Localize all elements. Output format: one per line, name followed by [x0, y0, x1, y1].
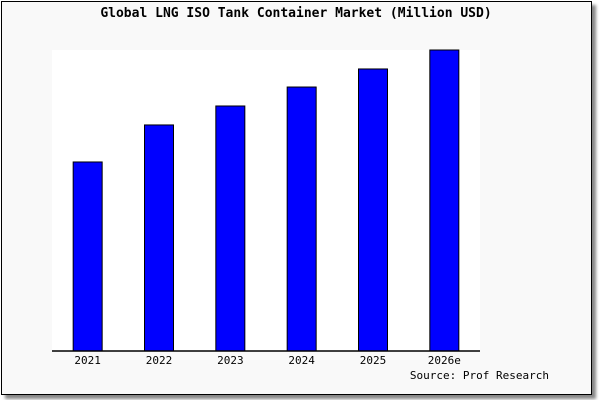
x-tick-label: 2025 [360, 354, 387, 367]
bar-2025 [358, 68, 388, 352]
x-tick-label: 2023 [217, 354, 244, 367]
x-tick-label: 2026e [428, 354, 461, 367]
x-tick-label: 2024 [288, 354, 315, 367]
x-tick-label: 2021 [74, 354, 101, 367]
bar-2026e [429, 49, 460, 352]
bar-2023 [215, 105, 246, 352]
bar-2024 [286, 86, 317, 352]
source-note: Source: Prof Research [410, 369, 549, 382]
bar-2021 [72, 161, 103, 352]
bar-2022 [144, 124, 174, 352]
plot-area [52, 50, 480, 351]
chart-title: Global LNG ISO Tank Container Market (Mi… [100, 6, 492, 21]
x-tick-label: 2022 [146, 354, 173, 367]
